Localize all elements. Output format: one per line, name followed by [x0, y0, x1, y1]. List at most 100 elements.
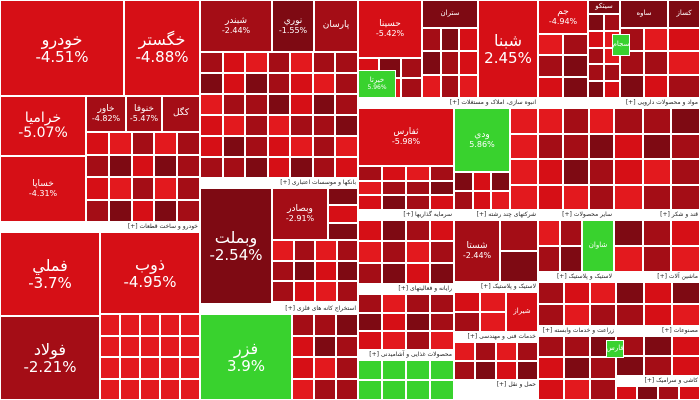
stock-tile[interactable] [538, 133, 564, 159]
stock-tile[interactable] [86, 199, 109, 222]
stock-tile[interactable] [491, 191, 510, 210]
stock-tile[interactable] [177, 177, 200, 200]
stock-tile[interactable] [620, 51, 644, 75]
stock-tile[interactable] [560, 220, 582, 246]
stock-tile[interactable] [564, 282, 590, 304]
stock-tile[interactable] [177, 154, 200, 177]
stock-tile[interactable] [335, 136, 358, 157]
stock-tile[interactable] [668, 74, 700, 98]
stock-tile[interactable] [160, 335, 180, 357]
stock-tile[interactable] [382, 220, 406, 242]
stock-tile[interactable] [267, 136, 291, 157]
stock-tile[interactable] [222, 136, 246, 157]
stock-tile[interactable] [563, 76, 588, 98]
stock-tile[interactable] [430, 331, 454, 350]
stock-tile[interactable] [563, 133, 589, 159]
stock-tile[interactable] [100, 335, 120, 357]
stock-tile[interactable] [382, 166, 406, 181]
stock-tile[interactable] [131, 154, 155, 177]
stock-tile[interactable] [290, 157, 313, 178]
stock-tile-13[interactable]: فزر 3.9% [200, 314, 292, 400]
stock-tile[interactable] [267, 73, 291, 94]
stock-tile[interactable] [538, 378, 564, 400]
stock-tile[interactable] [200, 52, 223, 73]
stock-tile[interactable] [108, 154, 132, 177]
stock-tile-21[interactable]: شستا -2.44% [454, 220, 500, 282]
stock-tile[interactable] [644, 304, 672, 326]
stock-tile[interactable] [616, 356, 644, 376]
stock-tile[interactable] [430, 180, 454, 196]
stock-tile[interactable] [538, 159, 564, 185]
stock-tile[interactable] [131, 177, 155, 200]
stock-tile[interactable] [406, 312, 430, 332]
stock-tile[interactable] [267, 157, 291, 178]
stock-tile[interactable] [642, 108, 672, 134]
sector-label[interactable]: [+] محصولات غذایی و آشامیدنی [358, 350, 454, 359]
stock-tile[interactable] [358, 360, 382, 380]
stock-tile[interactable] [335, 73, 358, 94]
stock-tile[interactable] [336, 314, 358, 336]
stock-tile[interactable] [616, 304, 644, 326]
stock-tile[interactable] [312, 52, 336, 73]
stock-tile[interactable] [336, 260, 358, 282]
stock-tile[interactable] [496, 342, 517, 361]
stock-tile[interactable] [336, 335, 358, 357]
stock-tile[interactable] [100, 378, 120, 400]
stock-tile[interactable] [267, 94, 291, 115]
stock-tile[interactable] [564, 378, 590, 400]
stock-tile[interactable] [642, 133, 672, 159]
stock-tile[interactable] [538, 304, 564, 326]
stock-tile[interactable] [200, 136, 223, 157]
stock-tile[interactable] [336, 357, 358, 379]
stock-tile[interactable] [382, 241, 406, 263]
stock-tile[interactable] [564, 336, 590, 358]
stock-tile[interactable] [472, 191, 492, 210]
stock-tile[interactable] [312, 115, 336, 136]
sector-label[interactable]: [+] سایر محصولات [538, 210, 614, 219]
stock-tile[interactable] [644, 28, 668, 52]
stock-tile-15[interactable]: شبنا 2.45% [478, 0, 538, 98]
stock-tile[interactable] [671, 184, 700, 210]
stock-tile[interactable] [120, 335, 140, 357]
stock-tile[interactable] [290, 73, 313, 94]
sector-label[interactable]: [+] استخراج کانه های فلزی [200, 304, 358, 313]
stock-tile[interactable] [538, 108, 564, 134]
stock-tile[interactable] [480, 292, 506, 312]
stock-tile[interactable] [335, 94, 358, 115]
stock-tile[interactable] [422, 51, 441, 75]
stock-tile-4[interactable]: خاور -4.82% [86, 96, 126, 132]
stock-tile[interactable] [668, 51, 700, 75]
stock-tile[interactable] [616, 282, 644, 304]
stock-tile[interactable] [314, 357, 336, 379]
stock-tile[interactable] [358, 294, 382, 313]
stock-tile[interactable] [642, 159, 672, 185]
stock-tile[interactable] [177, 132, 200, 155]
stock-tile[interactable] [406, 294, 430, 313]
stock-tile[interactable] [245, 115, 268, 136]
stock-tile[interactable] [382, 262, 406, 284]
sector-label[interactable]: [+] قند و شکر [614, 210, 700, 219]
stock-tile[interactable] [588, 184, 614, 210]
stock-tile[interactable] [642, 246, 672, 272]
stock-tile[interactable] [620, 74, 644, 98]
sector-label[interactable]: [+] ماشین آلات [614, 272, 700, 281]
stock-tile[interactable] [672, 304, 700, 326]
stock-tile[interactable] [290, 52, 313, 73]
stock-tile[interactable] [293, 281, 315, 302]
stock-tile[interactable] [672, 336, 700, 356]
stock-tile[interactable] [358, 195, 382, 210]
stock-tile[interactable] [454, 191, 473, 210]
stock-tile[interactable] [472, 172, 492, 191]
stock-tile[interactable] [382, 331, 406, 350]
stock-tile[interactable] [538, 220, 560, 246]
stock-tile[interactable] [140, 314, 160, 336]
stock-tile[interactable] [140, 378, 160, 400]
stock-tile-small-34[interactable]: كگل [162, 96, 200, 132]
stock-tile[interactable] [245, 136, 268, 157]
stock-tile[interactable] [406, 166, 430, 181]
stock-tile[interactable] [180, 335, 200, 357]
stock-tile[interactable] [406, 360, 430, 380]
stock-tile[interactable] [475, 342, 496, 361]
stock-tile[interactable] [517, 342, 538, 361]
stock-tile[interactable] [563, 159, 589, 185]
